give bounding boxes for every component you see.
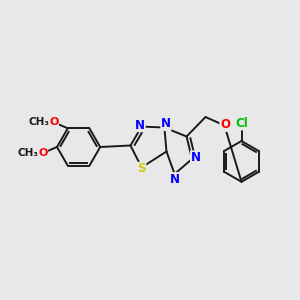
Text: O: O xyxy=(38,148,48,158)
Text: N: N xyxy=(161,117,171,130)
Text: N: N xyxy=(170,172,180,186)
Text: Cl: Cl xyxy=(235,117,248,130)
Text: CH₃: CH₃ xyxy=(17,148,38,158)
Text: S: S xyxy=(137,162,146,176)
Text: O: O xyxy=(220,118,230,131)
Text: N: N xyxy=(190,151,201,164)
Text: N: N xyxy=(135,118,145,132)
Text: O: O xyxy=(49,117,58,127)
Text: CH₃: CH₃ xyxy=(28,117,49,127)
